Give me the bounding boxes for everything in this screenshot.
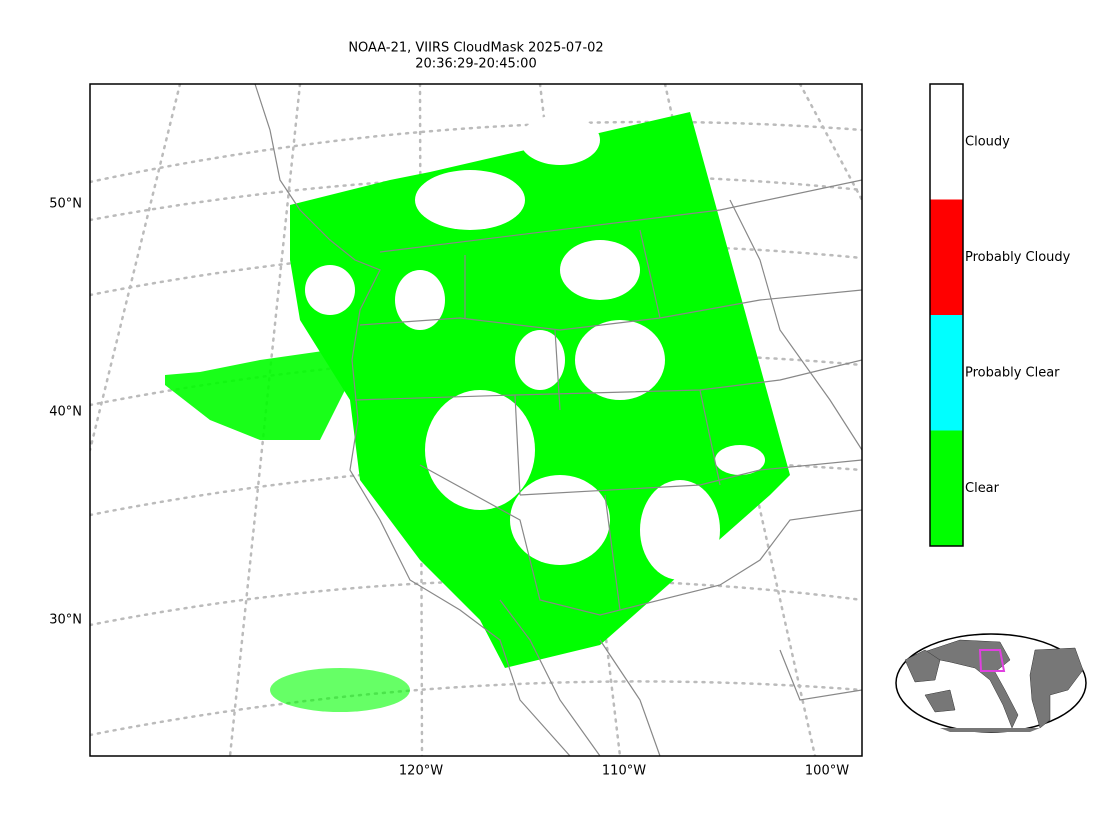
title-line: 20:36:29-20:45:00 [415, 57, 536, 72]
colorbar-label: Probably Cloudy [965, 250, 1071, 265]
colorbar-segment [930, 84, 963, 200]
lat-label: 40°N [49, 405, 82, 420]
colorbar-label: Clear [965, 481, 1000, 496]
colorbar-segment [930, 199, 963, 315]
map-frame [89, 83, 863, 757]
colorbar: Cloudy Probably Cloudy Probably Clear Clear [929, 83, 1071, 547]
lon-label: 100°W [805, 764, 849, 779]
swath [165, 112, 790, 712]
colorbar-label: Probably Clear [965, 365, 1060, 380]
lat-label: 50°N [49, 197, 82, 212]
colorbar-label: Cloudy [965, 134, 1010, 149]
coastlines [254, 84, 862, 756]
lat-label: 30°N [49, 613, 82, 628]
map [90, 84, 862, 756]
colorbar-frame [929, 83, 964, 547]
colorbar-segment [930, 315, 963, 431]
title-line: NOAA-21, VIIRS CloudMask 2025-07-02 [348, 41, 603, 56]
lon-label: 110°W [602, 764, 646, 779]
colorbar-segment [930, 430, 963, 546]
inset-globe [895, 633, 1087, 733]
lon-label: 120°W [399, 764, 443, 779]
